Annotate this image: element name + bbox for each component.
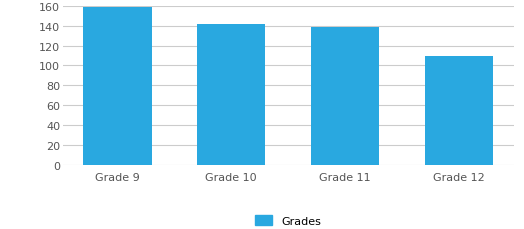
Bar — [197, 25, 266, 165]
Bar — [311, 28, 379, 165]
Legend: Grades: Grades — [256, 215, 321, 226]
Bar — [83, 8, 151, 165]
Bar — [425, 57, 493, 165]
